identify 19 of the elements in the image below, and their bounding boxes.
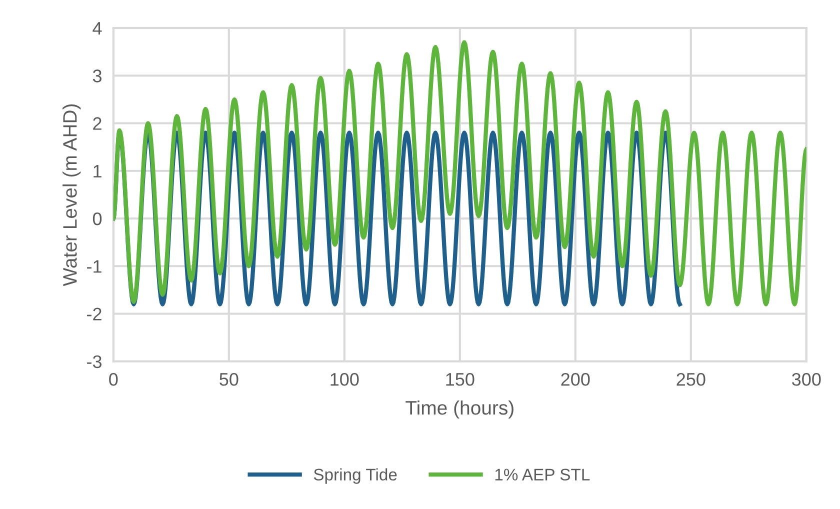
x-tick-label: 300 <box>792 372 821 386</box>
y-tick-label: 1 <box>94 165 102 178</box>
x-tick-label: 50 <box>220 372 238 386</box>
legend-label: Spring Tide <box>314 468 397 484</box>
x-tick-label: 0 <box>109 372 118 386</box>
y-tick-label: -2 <box>87 308 102 320</box>
y-tick-label: 3 <box>92 70 102 82</box>
x-tick-label: 150 <box>446 372 474 386</box>
x-axis-title: Time (hours) <box>406 400 514 419</box>
y-axis-title: Water Level (m AHD) <box>62 104 81 286</box>
x-tick-label: 250 <box>676 372 706 386</box>
y-tick-label: -1 <box>87 260 102 273</box>
x-tick-label: 100 <box>330 372 359 386</box>
legend-label: 1% AEP STL <box>495 468 590 481</box>
y-tick-label: -3 <box>87 355 102 368</box>
x-tick-label: 200 <box>561 372 590 386</box>
y-tick-label: 2 <box>93 117 102 130</box>
y-tick-label: 0 <box>92 212 102 226</box>
y-tick-label: 4 <box>92 22 102 35</box>
